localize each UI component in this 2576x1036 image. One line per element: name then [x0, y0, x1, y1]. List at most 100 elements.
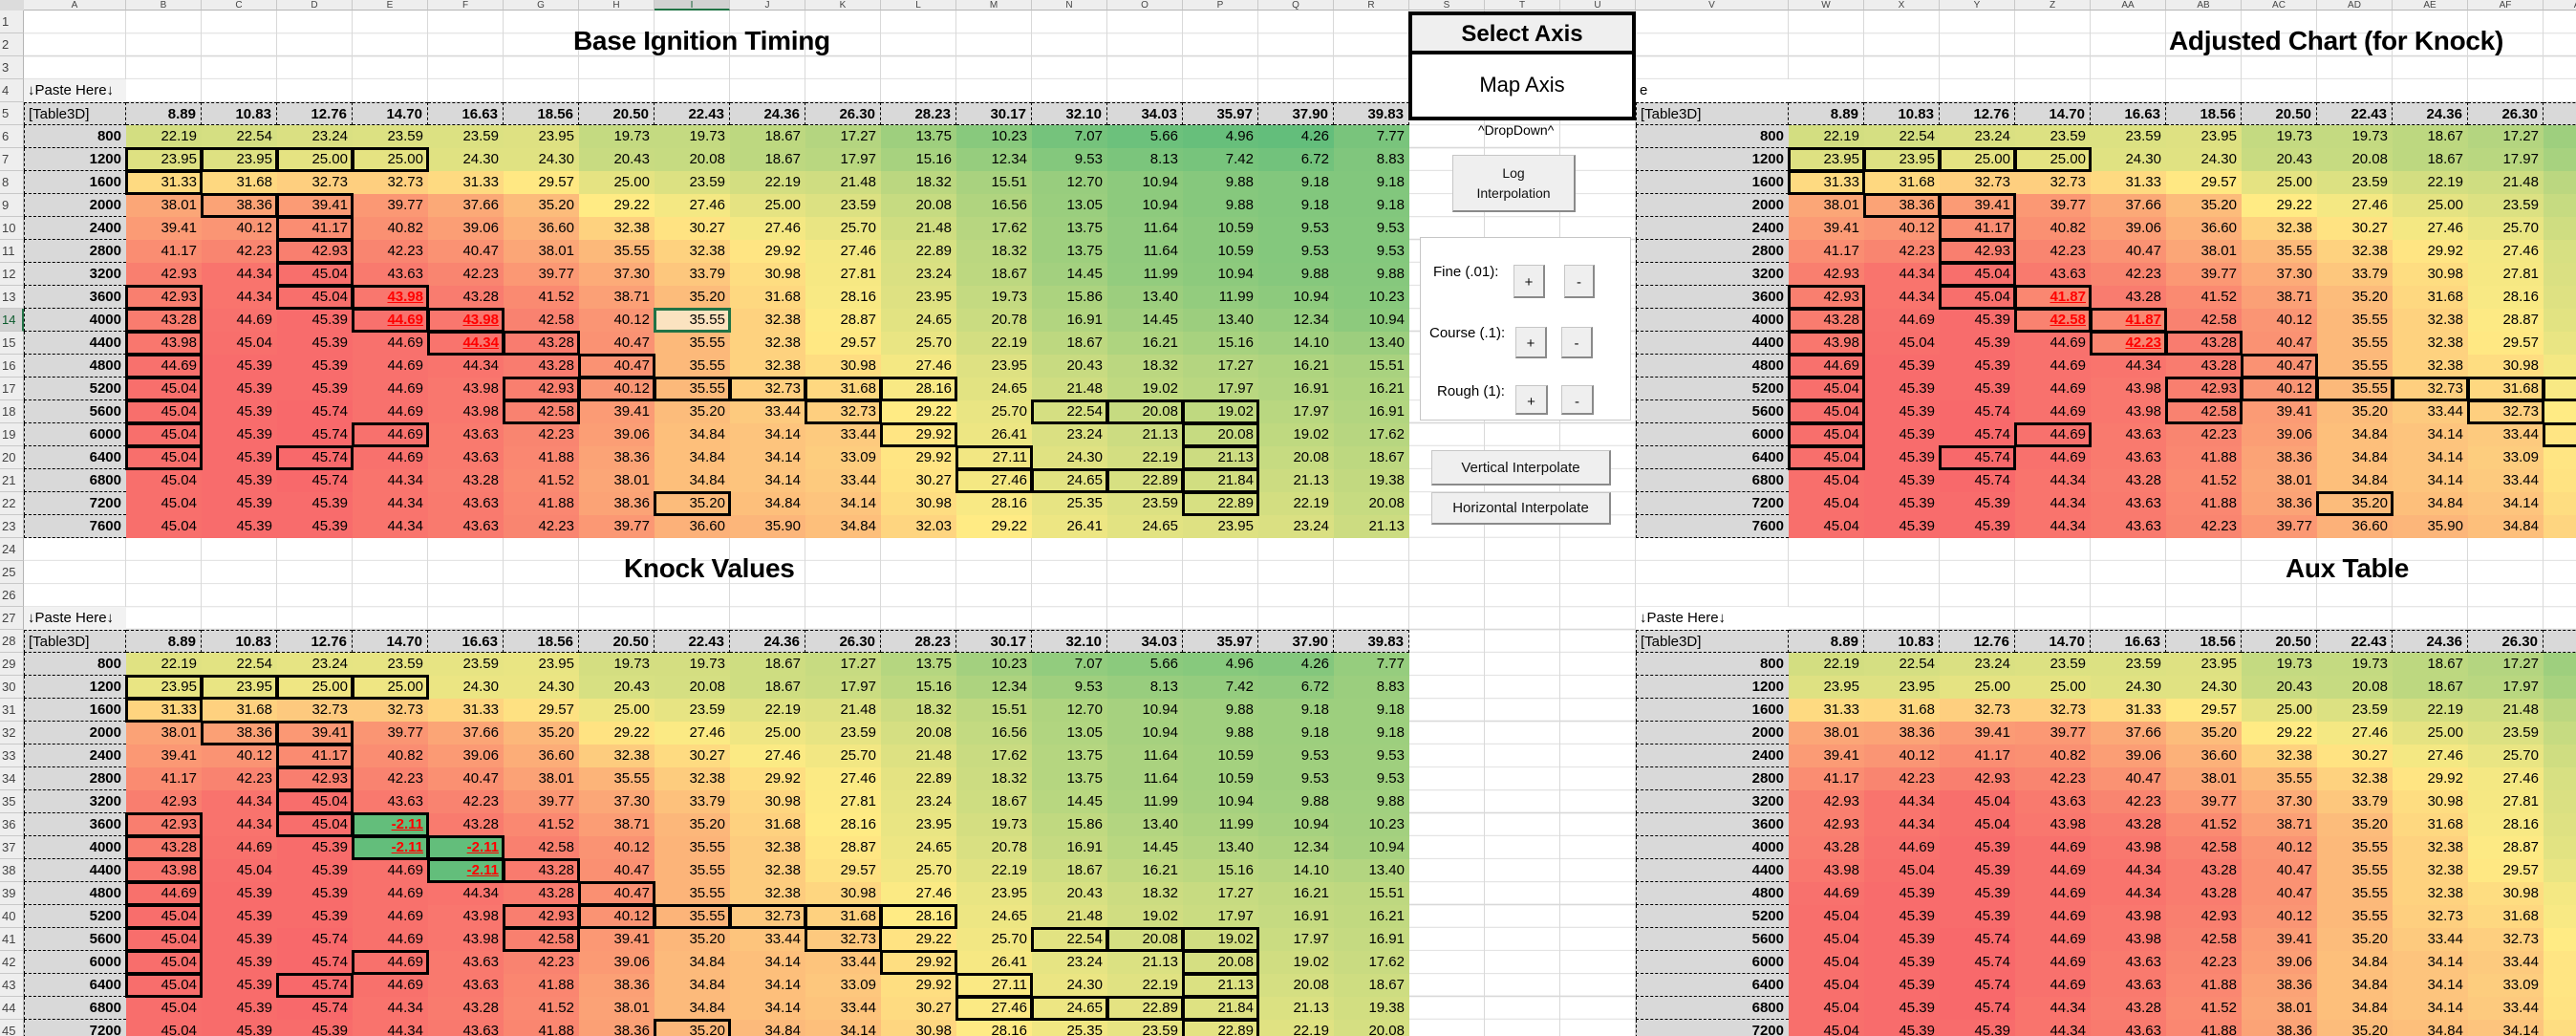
- knock-table-cell[interactable]: 10.94: [1107, 722, 1183, 745]
- base-table-cell[interactable]: 18.32: [881, 171, 956, 194]
- aux-table-cell[interactable]: 43.98: [2015, 813, 2091, 836]
- base-table-cell[interactable]: 30.27: [881, 469, 956, 492]
- knock-table-cell[interactable]: 19.73: [655, 653, 730, 676]
- adjusted-table-cell[interactable]: 45.39: [1864, 423, 1940, 446]
- knock-table-cell[interactable]: 33.44: [805, 997, 881, 1020]
- base-table-cell[interactable]: 10.94: [1107, 171, 1183, 194]
- adjusted-table-cell[interactable]: 25.00: [2242, 171, 2317, 194]
- aux-table-cell[interactable]: 43.63: [2091, 951, 2166, 974]
- adjusted-table-cell[interactable]: 40.12: [1864, 217, 1940, 240]
- row-header[interactable]: 37: [0, 836, 24, 859]
- aux-table-cell[interactable]: 20.08: [2544, 722, 2576, 745]
- aux-table-cell[interactable]: 44.34: [2015, 997, 2091, 1020]
- adjusted-table-cell[interactable]: 28.16: [2468, 286, 2544, 309]
- knock-table-cell[interactable]: 34.14: [730, 974, 805, 997]
- rough-plus-button[interactable]: +: [1515, 385, 1548, 415]
- base-table-cell[interactable]: 11.99: [1107, 263, 1183, 286]
- adjusted-table-cell[interactable]: 15.16: [2544, 148, 2576, 171]
- base-table-cell[interactable]: 33.44: [805, 469, 881, 492]
- knock-table-cell[interactable]: 27.81: [805, 790, 881, 813]
- aux-table-cell[interactable]: 30.98: [2393, 790, 2468, 813]
- base-table-cell[interactable]: 42.23: [504, 423, 579, 446]
- base-table-cell[interactable]: 36.60: [655, 515, 730, 538]
- base-table-cell[interactable]: 19.02: [1258, 423, 1334, 446]
- adjusted-table-cell[interactable]: 35.20: [2317, 400, 2393, 423]
- aux-table-cell[interactable]: 40.47: [2242, 882, 2317, 905]
- base-table-cell[interactable]: 10.59: [1183, 240, 1258, 263]
- base-table-cell[interactable]: 41.88: [504, 492, 579, 515]
- base-table-cell[interactable]: 7.77: [1334, 125, 1409, 148]
- column-header[interactable]: M: [956, 0, 1032, 11]
- base-table-cell[interactable]: 45.04: [126, 469, 202, 492]
- aux-table-cell[interactable]: 32.73: [1940, 699, 2015, 722]
- knock-table-cell[interactable]: 42.93: [503, 904, 580, 929]
- base-table-cell[interactable]: 12.34: [956, 148, 1032, 171]
- knock-table-cell[interactable]: 39.06: [579, 951, 655, 974]
- row-header[interactable]: 22: [0, 492, 24, 515]
- base-table-cell[interactable]: 20.43: [579, 148, 655, 171]
- adjusted-table-cell[interactable]: 38.71: [2242, 286, 2317, 309]
- adjusted-table-cell[interactable]: 43.63: [2015, 263, 2091, 286]
- adjusted-table-cell[interactable]: 17.97: [2468, 148, 2544, 171]
- adjusted-table-cell[interactable]: 39.06: [2242, 423, 2317, 446]
- knock-table-cell[interactable]: 23.24: [277, 653, 353, 676]
- base-table-cell[interactable]: 29.57: [504, 171, 579, 194]
- knock-table-cell[interactable]: 45.39: [277, 859, 353, 882]
- adjusted-table-cell[interactable]: 23.59: [2468, 194, 2544, 217]
- adjusted-table-cell[interactable]: 43.63: [2091, 446, 2166, 469]
- adjusted-table-cell[interactable]: 38.01: [2166, 240, 2242, 263]
- adjusted-table-cell[interactable]: 44.34: [2015, 515, 2091, 538]
- adjusted-table-cell[interactable]: 35.55: [2317, 309, 2393, 332]
- aux-table-cell[interactable]: 40.12: [1864, 745, 1940, 767]
- adjusted-table-cell[interactable]: 41.87: [2090, 308, 2167, 333]
- adjusted-table-cell[interactable]: 40.82: [2015, 217, 2091, 240]
- knock-table-cell[interactable]: 40.47: [578, 881, 655, 906]
- adjusted-table-cell[interactable]: 34.84: [2468, 515, 2544, 538]
- row-header[interactable]: 34: [0, 767, 24, 790]
- column-header[interactable]: V: [1636, 0, 1789, 11]
- base-table-cell[interactable]: 31.68: [730, 286, 805, 309]
- knock-table-cell[interactable]: 42.23: [428, 790, 504, 813]
- base-table-cell[interactable]: 27.11: [955, 445, 1033, 470]
- aux-table-cell[interactable]: 44.34: [1864, 790, 1940, 813]
- adjusted-table-cell[interactable]: 30.27: [2317, 217, 2393, 240]
- knock-table-cell[interactable]: 43.63: [428, 974, 504, 997]
- knock-table-cell[interactable]: 44.69: [353, 882, 428, 905]
- adjusted-table-cell[interactable]: 35.55: [2316, 377, 2394, 401]
- adjusted-table-cell[interactable]: 25.00: [2014, 147, 2092, 172]
- knock-table-cell[interactable]: 41.52: [504, 813, 579, 836]
- aux-table-cell[interactable]: 20.08: [2317, 676, 2393, 699]
- base-table-cell[interactable]: 34.84: [655, 469, 730, 492]
- aux-table-cell[interactable]: 45.39: [1864, 951, 1940, 974]
- knock-table-cell[interactable]: 7.77: [1334, 653, 1409, 676]
- base-table-cell[interactable]: 9.53: [1258, 217, 1334, 240]
- adjusted-table-cell[interactable]: 41.52: [2166, 286, 2242, 309]
- aux-table-cell[interactable]: 29.92: [2544, 974, 2576, 997]
- adjusted-table-cell[interactable]: 35.20: [2316, 491, 2394, 516]
- column-header[interactable]: I: [655, 0, 730, 11]
- base-table-cell[interactable]: 13.75: [1032, 240, 1107, 263]
- aux-table-cell[interactable]: 25.70: [2468, 745, 2544, 767]
- base-table-cell[interactable]: 34.14: [805, 492, 881, 515]
- knock-table-cell[interactable]: 35.55: [654, 904, 731, 929]
- base-table-cell[interactable]: 17.27: [1183, 355, 1258, 378]
- adjusted-table-cell[interactable]: 32.03: [2544, 515, 2576, 538]
- aux-table-cell[interactable]: 39.77: [2166, 790, 2242, 813]
- aux-table-cell[interactable]: 43.63: [2091, 974, 2166, 997]
- row-header[interactable]: 42: [0, 951, 24, 974]
- knock-table-cell[interactable]: 42.23: [202, 767, 277, 790]
- base-table-cell[interactable]: 43.28: [504, 355, 579, 378]
- knock-table-cell[interactable]: 45.04: [126, 997, 202, 1020]
- knock-table-cell[interactable]: 10.94: [1334, 836, 1409, 859]
- adjusted-table-cell[interactable]: 41.17: [1789, 240, 1864, 263]
- base-table-cell[interactable]: 44.34: [202, 263, 277, 286]
- aux-table-cell[interactable]: 31.33: [2091, 699, 2166, 722]
- aux-table-cell[interactable]: 43.28: [2091, 813, 2166, 836]
- aux-table-cell[interactable]: 35.20: [2317, 1020, 2393, 1036]
- base-table-cell[interactable]: 43.28: [125, 308, 203, 333]
- aux-table-cell[interactable]: 39.06: [2242, 951, 2317, 974]
- adjusted-table-cell[interactable]: 40.47: [2091, 240, 2166, 263]
- base-table-cell[interactable]: 42.93: [276, 239, 354, 264]
- knock-table-cell[interactable]: 19.02: [1107, 905, 1183, 928]
- knock-table-cell[interactable]: -2.11: [427, 858, 504, 883]
